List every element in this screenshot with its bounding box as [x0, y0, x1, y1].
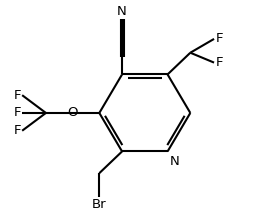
Text: F: F	[215, 32, 223, 45]
Text: Br: Br	[92, 198, 107, 211]
Text: N: N	[117, 5, 127, 18]
Text: N: N	[170, 155, 179, 168]
Text: F: F	[14, 106, 21, 119]
Text: F: F	[14, 124, 21, 137]
Text: F: F	[215, 56, 223, 69]
Text: O: O	[67, 106, 78, 119]
Text: F: F	[14, 89, 21, 102]
